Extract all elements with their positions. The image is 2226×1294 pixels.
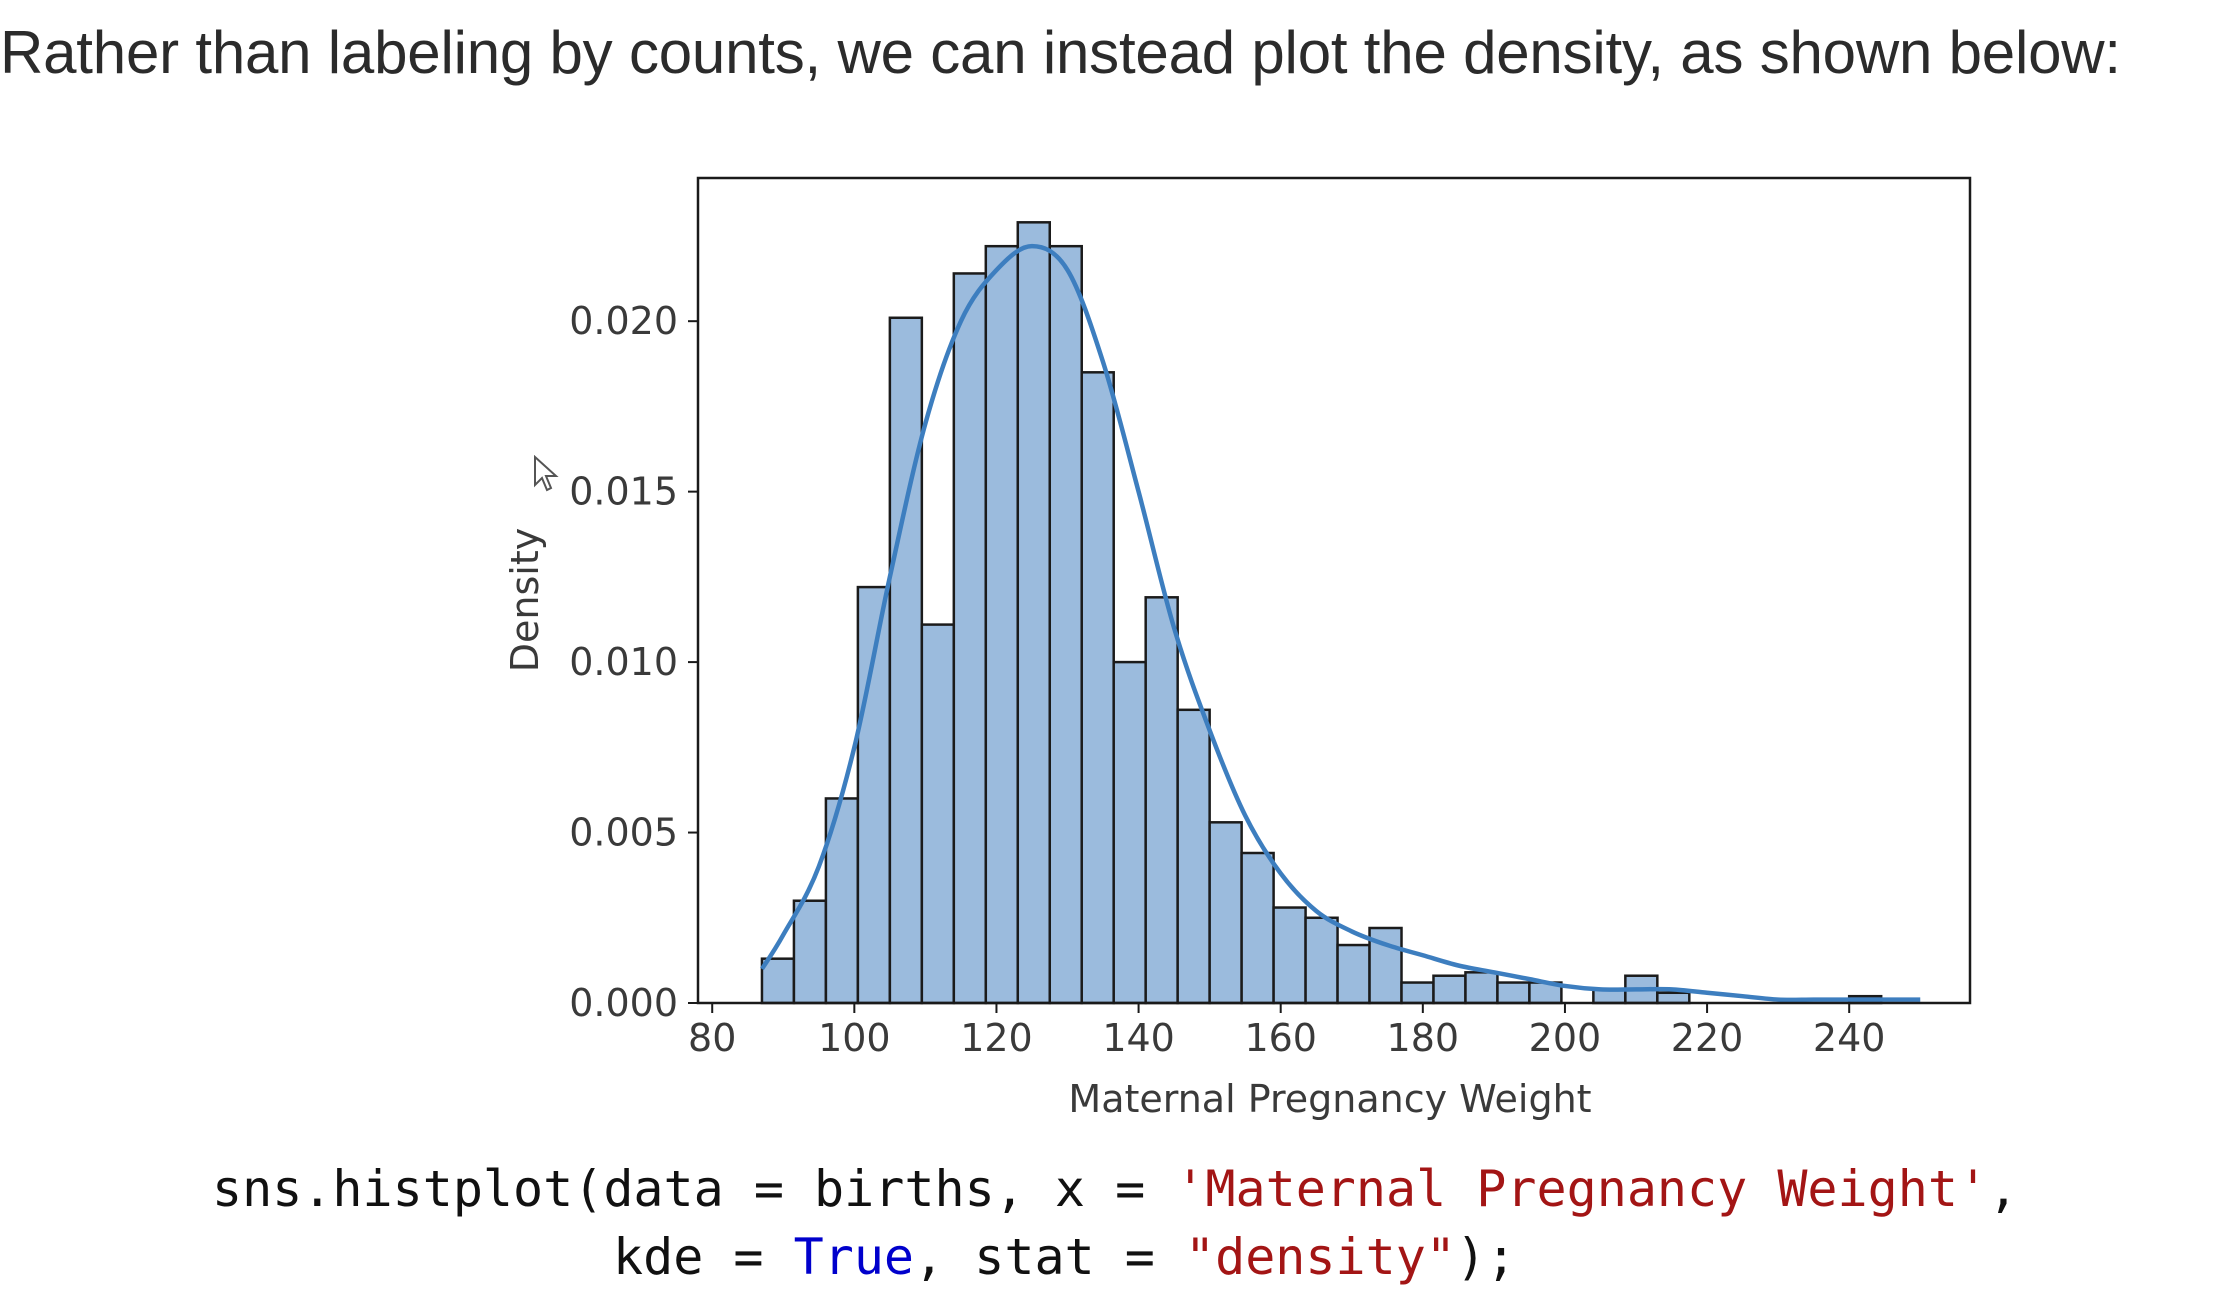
code-line-2-prefix: kde = bbox=[613, 1228, 794, 1286]
y-tick-label: 0.005 bbox=[569, 811, 678, 855]
histogram-bar bbox=[792, 899, 828, 1005]
histogram-bar bbox=[1304, 916, 1339, 1005]
histogram-bar bbox=[1496, 981, 1531, 1005]
histogram-bar bbox=[1240, 851, 1275, 1005]
histogram-bar bbox=[1112, 660, 1147, 1005]
plot-frame bbox=[696, 176, 1972, 1005]
code-line-1: sns.histplot(data = births, x = 'Materna… bbox=[212, 1160, 2018, 1218]
code-line-2-mid: , stat = bbox=[914, 1228, 1185, 1286]
histogram-bar bbox=[1272, 906, 1307, 1005]
kde-curve bbox=[760, 243, 1921, 1003]
code-line-1-prefix: sns.histplot(data = births, x = bbox=[212, 1160, 1176, 1218]
y-tick-label: 0.000 bbox=[569, 981, 678, 1025]
mouse-pointer-icon bbox=[534, 455, 559, 492]
x-axis: 80 100 120 140 160 180 200 220 240 bbox=[688, 1003, 1885, 1060]
intro-text: Rather than labeling by counts, we can i… bbox=[0, 19, 2121, 86]
histogram-bar bbox=[1080, 371, 1115, 1005]
histogram-bar bbox=[1336, 943, 1371, 1005]
code-line-2-string: "density" bbox=[1184, 1228, 1456, 1286]
code-line-2: kde = True, stat = "density"); bbox=[613, 1228, 1516, 1286]
y-tick-label: 0.015 bbox=[569, 470, 678, 514]
x-tick-label: 180 bbox=[1387, 1016, 1460, 1060]
histogram-bar bbox=[1016, 221, 1052, 1005]
plot-area bbox=[696, 176, 1972, 1005]
histogram-bar bbox=[1208, 821, 1243, 1005]
x-tick-label: 200 bbox=[1529, 1016, 1602, 1060]
code-line-2-suffix: ); bbox=[1455, 1228, 1517, 1286]
histogram-bar bbox=[760, 957, 796, 1005]
histogram-bar bbox=[1144, 596, 1179, 1005]
code-line-2-keyword: True bbox=[793, 1228, 915, 1286]
histogram-bar bbox=[920, 623, 956, 1005]
y-tick-label: 0.010 bbox=[569, 640, 678, 684]
histogram-bar bbox=[1176, 708, 1211, 1005]
histogram-bar bbox=[952, 272, 988, 1005]
x-tick-label: 100 bbox=[818, 1016, 891, 1060]
y-axis: 0.000 0.005 0.010 0.015 0.020 bbox=[569, 299, 698, 1025]
code-line-1-suffix: , bbox=[1988, 1160, 2019, 1218]
x-tick-label: 120 bbox=[960, 1016, 1033, 1060]
histogram-bar bbox=[1432, 974, 1467, 1005]
x-tick-label: 240 bbox=[1813, 1016, 1886, 1060]
x-tick-label: 140 bbox=[1102, 1016, 1175, 1060]
histogram-bar bbox=[1400, 981, 1435, 1005]
histogram-bar bbox=[888, 316, 924, 1005]
x-tick-label: 160 bbox=[1244, 1016, 1317, 1060]
histogram-bar bbox=[1656, 991, 1691, 1005]
histogram-bar bbox=[984, 244, 1020, 1005]
histogram-bar bbox=[1048, 244, 1083, 1005]
y-axis-label: Density bbox=[503, 528, 547, 672]
x-axis-label: Maternal Pregnancy Weight bbox=[1068, 1077, 1591, 1121]
code-line-1-string: 'Maternal Pregnancy Weight' bbox=[1175, 1160, 1989, 1218]
histogram-bar bbox=[1464, 971, 1499, 1005]
x-tick-label: 220 bbox=[1671, 1016, 1744, 1060]
x-tick-label: 80 bbox=[688, 1016, 736, 1060]
y-tick-label: 0.020 bbox=[569, 299, 678, 343]
